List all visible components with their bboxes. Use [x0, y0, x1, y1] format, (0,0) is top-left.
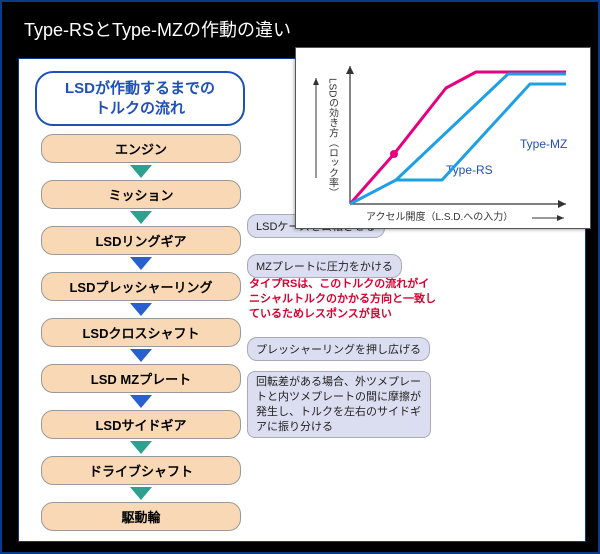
- flow-node: LSDサイドギア: [41, 410, 241, 439]
- flow-node: LSDリングギア: [41, 226, 241, 255]
- flow-side-note: MZプレートに圧力をかける: [247, 254, 402, 278]
- flow-node: ミッション: [41, 180, 241, 209]
- flow-node: 駆動輪: [41, 502, 241, 531]
- flow-arrow-icon: [130, 165, 152, 178]
- svg-text:アクセル開度（L.S.D.への入力）: アクセル開度（L.S.D.への入力）: [366, 210, 513, 223]
- outer-frame: Type-RSとType-MZの作動の違い LSDが作動するまでの トルクの流れ…: [0, 0, 600, 554]
- flow-title: LSDが作動するまでの トルクの流れ: [35, 71, 245, 126]
- flow-side-note: 回転差がある場合、外ツメプレートと内ツメプレートの間に摩擦が発生し、トルクを左右…: [247, 371, 431, 438]
- svg-text:Type-MZ: Type-MZ: [520, 137, 567, 151]
- flow-title-line2: トルクの流れ: [95, 100, 185, 117]
- flow-node: LSD MZプレート: [41, 364, 241, 393]
- chart-inset: アクセル開度（L.S.D.への入力）LSDの効き方（ロック率）Type-RSTy…: [295, 47, 591, 229]
- chart-svg: アクセル開度（L.S.D.への入力）LSDの効き方（ロック率）Type-RSTy…: [296, 48, 592, 230]
- flow-arrow-icon: [130, 211, 152, 224]
- flow-column: エンジンミッション LSDリングギア LSDプレッシャーリング LSDクロスシャフト L…: [35, 134, 247, 531]
- svg-text:LSDの効き方（ロック率）: LSDの効き方（ロック率）: [327, 78, 339, 197]
- flow-node: エンジン: [41, 134, 241, 163]
- white-panel: LSDが作動するまでの トルクの流れ エンジンミッション LSDリングギア LSDプ…: [18, 58, 586, 542]
- flow-arrow-icon: [130, 395, 152, 408]
- flow-node: LSDクロスシャフト: [41, 318, 241, 347]
- red-annotation: タイプRSは、このトルクの流れがイニシャルトルクのかかる方向と一致しているためレ…: [249, 277, 439, 322]
- flow-arrow-icon: [130, 257, 152, 270]
- flow-node: ドライブシャフト: [41, 456, 241, 485]
- flow-node: LSDプレッシャーリング: [41, 272, 241, 301]
- flow-arrow-icon: [130, 441, 152, 454]
- flow-title-line1: LSDが作動するまでの: [65, 80, 215, 97]
- flow-arrow-icon: [130, 303, 152, 316]
- flow-side-note: プレッシャーリングを押し広げる: [247, 337, 430, 361]
- page-title: Type-RSとType-MZの作動の違い: [2, 2, 598, 52]
- flow-arrow-icon: [130, 487, 152, 500]
- flow-arrow-icon: [130, 349, 152, 362]
